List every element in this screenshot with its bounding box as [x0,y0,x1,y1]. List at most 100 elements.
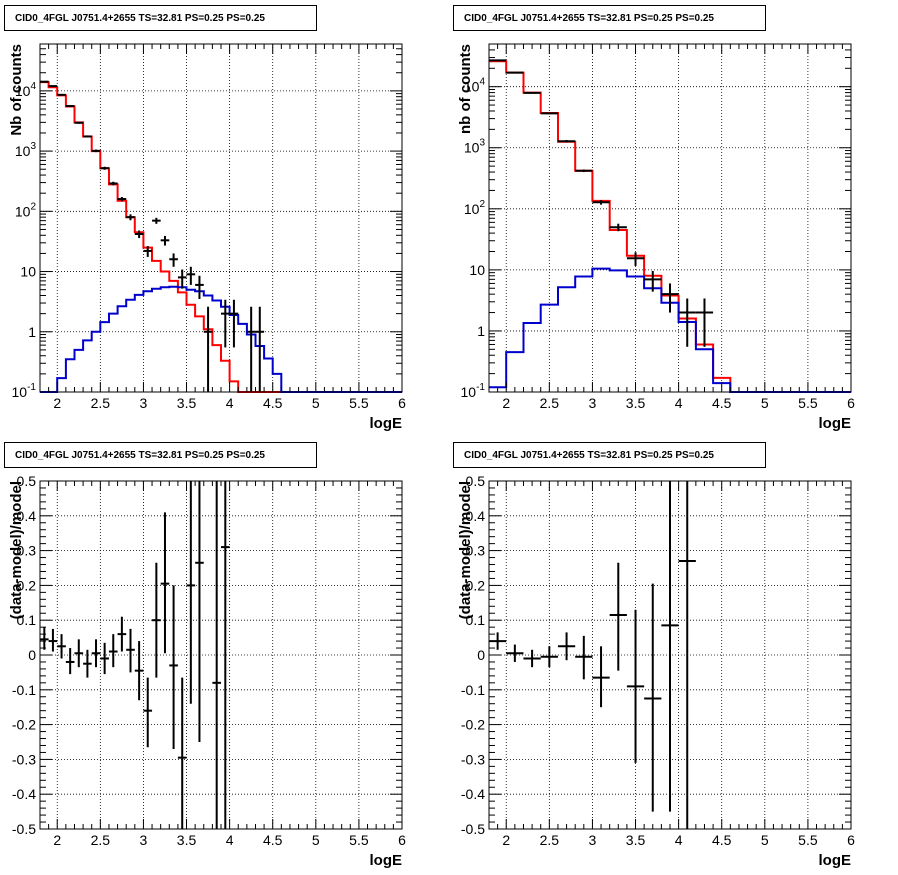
x-tick-label: 3.5 [177,395,197,411]
x-tick-label: 4 [226,832,234,848]
y-tick-label: -0.1 [12,682,36,698]
data-point [117,616,127,652]
data-point [540,112,558,115]
data-point [83,135,92,138]
spectrum-chart-fine: 2 2.5 3 3.5 4 4.5 5 5.5 6 logE 10-1 1 10 102 103 104Nb … [8,43,406,432]
data-point [221,481,230,829]
y-tick-label: 103 [15,141,37,159]
data-point [523,91,541,94]
data-point [506,644,524,662]
y-tick-label: -0.3 [461,751,485,767]
x-axis-title: logE [819,415,852,432]
data-point [108,181,118,186]
residual-chart-coarse: 2 2.5 3 3.5 4 4.5 5 5.5 6 logE -0.5 -0.4 -0.3 -0.2 -0.… [457,473,855,869]
data-point [91,639,101,668]
data-points [40,80,265,392]
data-point [40,627,49,650]
data-point [126,214,135,221]
data-point [678,481,696,829]
data-point [557,632,576,661]
x-tick-label: 6 [398,832,406,848]
x-axis-title: logE [819,852,852,869]
grid [40,480,403,830]
data-point [117,196,127,202]
data-point [152,217,161,224]
y-tick-label: -0.4 [12,786,36,802]
x-tick-label: 2.5 [91,832,111,848]
x-tick-label: 5.5 [798,832,818,848]
y-tick-label: -0.4 [461,786,485,802]
x-axis: 2 2.5 3 3.5 4 4.5 5 5.5 6 [39,44,406,411]
y-tick-label: 0.2 [17,577,37,593]
x-tick-label: 5.5 [349,395,369,411]
data-point [160,512,170,654]
x-tick-label: 5 [312,832,320,848]
y-tick-label: 0.3 [17,543,37,559]
data-point [592,200,610,205]
x-tick-label: 3 [140,832,148,848]
model-total-histogram [489,60,851,393]
data-point [540,646,558,668]
data-points [489,59,714,347]
x-tick-label: 5 [761,395,769,411]
data-point [609,562,627,671]
data-point [221,299,230,348]
y-tick-label: -0.5 [461,821,485,837]
y-tick-label: 10-1 [12,382,37,400]
y-tick-label: 0.4 [466,508,486,524]
data-point [246,306,256,392]
y-tick-label: 10 [20,264,36,280]
chart-title: CID0_4FGL J0751.4+2655 TS=32.81 PS=0.25 … [4,5,317,31]
x-tick-label: 2 [502,832,510,848]
x-tick-label: 2.5 [540,395,560,411]
y-tick-label: -0.5 [12,821,36,837]
data-point [626,609,645,763]
data-point [695,298,714,347]
residual-chart-fine: 2 2.5 3 3.5 4 4.5 5 5.5 6logE-0.5-0.4-0.3-0.2-0.… [8,473,406,869]
x-tick-label: 4 [226,395,234,411]
data-point [177,269,187,289]
y-tick-label: -0.2 [12,717,36,733]
y-tick-label: 0 [477,647,485,663]
data-point [186,481,196,704]
data-point [506,71,524,74]
y-axis-title: nb of counts [457,44,474,134]
data-point [523,649,541,668]
y-tick-label: 1 [477,323,485,339]
data-point [65,648,75,675]
data-point [678,298,696,347]
data-point [143,677,153,748]
y-tick-label: 0.5 [17,473,37,489]
y-axis-title: (data-model)/model [457,481,474,619]
data-point [152,562,161,678]
y-axis: 10-1 1 10 102 103 104 [12,43,402,400]
data-point [592,646,610,708]
data-point [100,642,109,675]
data-point [203,306,213,392]
x-tick-label: 4.5 [712,395,732,411]
data-point [609,223,627,232]
x-axis-title: logE [370,852,403,869]
data-point [229,299,239,348]
data-point [575,635,593,680]
x-tick-label: 3 [589,395,597,411]
model-source-histogram [40,285,402,393]
x-tick-label: 2 [53,395,61,411]
data-point [212,481,221,829]
x-tick-label: 4.5 [712,832,732,848]
x-axis: 2 2.5 3 3.5 4 4.5 5 5.5 6 [488,481,855,848]
data-point [57,634,66,659]
y-axis-title: Nb of counts [8,44,25,136]
y-tick-label: 1 [28,324,36,340]
y-tick-label: -0.2 [461,717,485,733]
x-axis: 2 2.5 3 3.5 4 4.5 5 5.5 6 [39,481,406,848]
data-point [186,266,196,285]
data-point [626,252,645,266]
chart-title: CID0_4FGL J0751.4+2655 TS=32.81 PS=0.25 … [4,442,317,468]
y-tick-label: 0.1 [17,612,37,628]
data-point [83,649,92,678]
x-tick-label: 3 [140,395,148,411]
y-tick-label: 0.4 [17,508,37,524]
y-tick-label: -0.1 [461,682,485,698]
y-axis-title: (data-model)/model [8,481,25,619]
